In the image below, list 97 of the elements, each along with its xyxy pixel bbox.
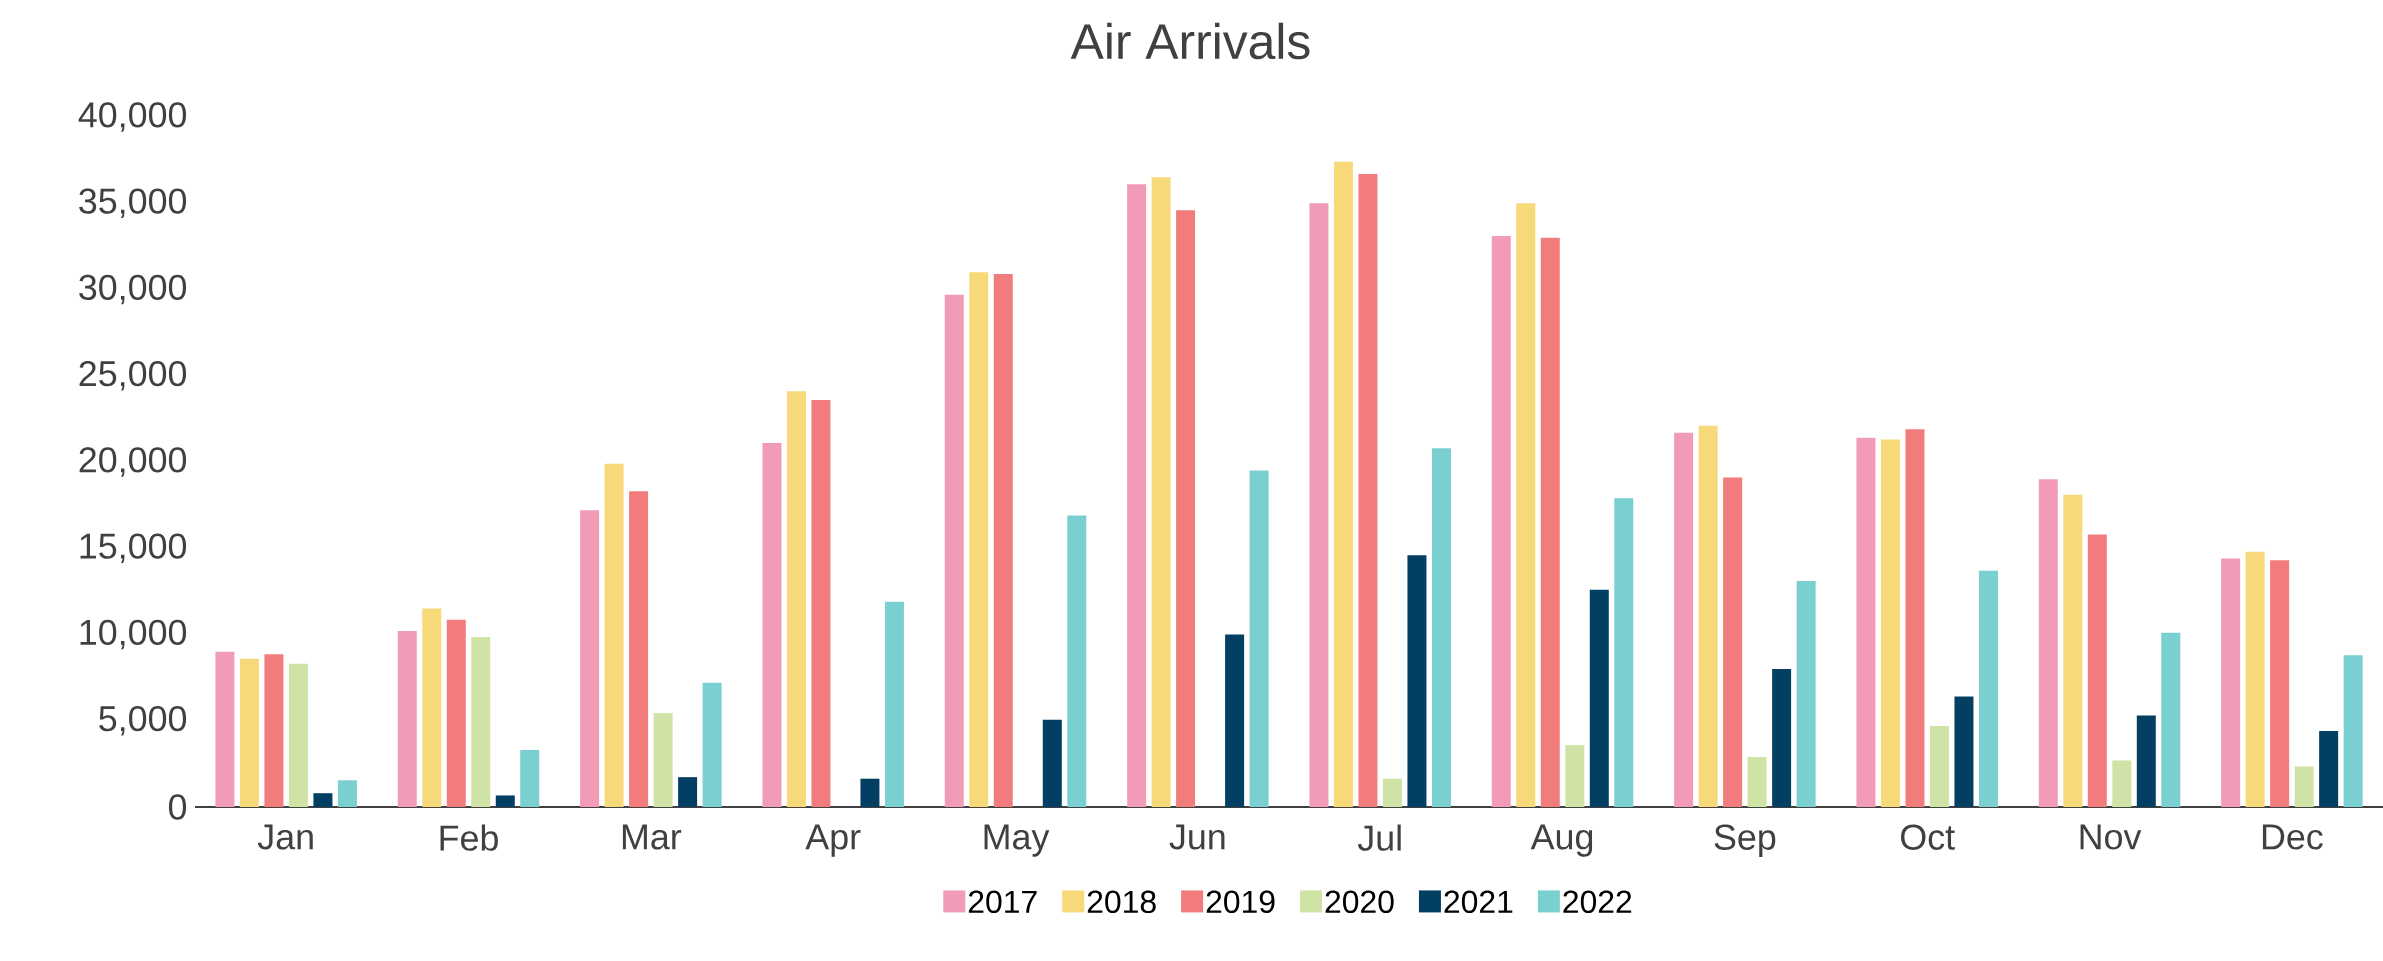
bar [1589,589,1609,807]
legend-label: 2017 [968,890,1037,914]
bar [2319,731,2339,807]
x-tick-label: Apr [805,824,861,857]
bar [1905,429,1925,807]
bar [1954,696,1974,807]
bar [969,272,989,807]
bar [264,654,284,807]
bar [860,778,880,807]
legend-label: 2021 [1444,890,1513,914]
bar [1067,515,1087,807]
bar [2343,655,2363,807]
x-tick-label: Dec [2262,824,2323,850]
x-tick-label: Jul [1357,824,1401,851]
bar [1698,425,1718,807]
x-tick-label: Nov [2080,824,2142,850]
x-tick-label: Oct [1901,824,1955,850]
y-tick-label: 40,000 [78,102,187,132]
bar [1929,725,1949,807]
bar [629,491,649,807]
bar [1723,477,1743,807]
bar [884,601,904,807]
legend-label: 2019 [1206,890,1275,914]
x-tick-label: Feb [440,824,498,851]
y-tick-label: 25,000 [79,360,187,391]
x-tick-label: May [984,824,1050,857]
bar [1431,448,1451,807]
bar [1880,439,1900,807]
x-tick-label: Aug [1530,824,1593,857]
bar [1382,778,1402,807]
bar [2038,479,2058,807]
bar [1614,498,1634,807]
bar [993,273,1013,807]
bar [944,294,964,807]
bar [1225,634,1245,807]
bar [2112,760,2132,807]
x-tick-label: Jan [257,824,313,850]
bar [1796,581,1816,807]
x-tick-label: Jun [1169,824,1225,850]
bar [215,651,235,807]
bar [1978,570,1998,807]
bar [313,793,333,807]
bar [604,463,624,807]
y-tick-label: 10,000 [80,619,187,650]
bar [1333,161,1353,807]
x-tick-label: Sep [1714,824,1776,857]
bar [2161,632,2181,807]
bar [2270,560,2290,807]
bar [495,795,515,807]
bar [1151,177,1171,807]
bar [2221,558,2241,807]
bar [397,631,417,807]
bar [1042,719,1062,807]
bar [1565,744,1585,807]
bar [1491,236,1511,807]
bar [422,608,442,807]
chart-title: Air Arrivals [1070,22,1310,60]
bar [2063,494,2083,807]
bar [1249,470,1269,807]
bar [1358,173,1378,807]
y-tick-label: 20,000 [79,447,187,477]
y-tick-label: 15,000 [80,533,187,564]
bar [1176,210,1196,807]
y-tick-label: 0 [168,794,187,820]
bar [1309,203,1329,807]
x-tick-label: Mar [622,824,682,850]
bar [288,663,308,807]
bar [1127,184,1147,807]
bar [2294,766,2314,807]
y-tick-label: 35,000 [79,188,187,219]
legend-label: 2018 [1087,890,1156,914]
bar [1674,432,1694,807]
bar [239,658,259,807]
bar [2136,715,2156,807]
bar [678,777,698,807]
y-tick-label: 30,000 [79,274,187,305]
bar [762,443,782,807]
bar [520,750,540,807]
bar [580,510,600,807]
bar [337,780,357,807]
bar [1772,669,1792,807]
bar [446,619,466,807]
bar [1516,203,1536,807]
bar [2245,551,2265,807]
bar [2087,534,2107,807]
bar [653,712,673,807]
bar [1407,555,1427,807]
bar [471,637,491,807]
bar [1747,756,1767,807]
bar [1856,437,1876,807]
bar [811,399,831,807]
y-tick-label: 5,000 [99,705,187,736]
legend-label: 2020 [1325,890,1394,914]
bar [1540,237,1560,807]
legend-label: 2022 [1563,890,1632,914]
bar [702,682,722,807]
bar [786,391,806,807]
